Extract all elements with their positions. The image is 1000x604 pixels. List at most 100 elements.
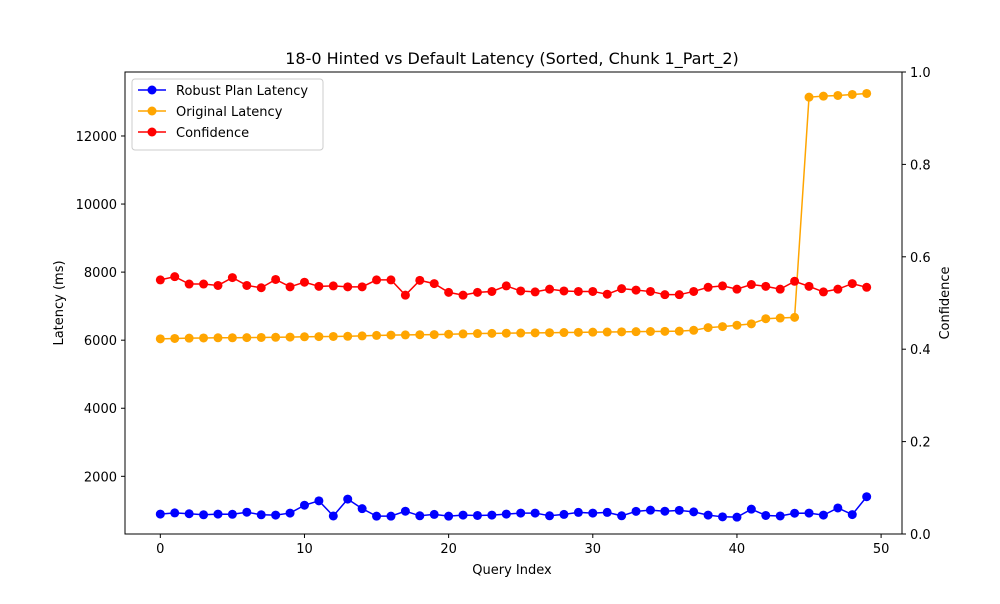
data-point-original-latency (674, 326, 684, 336)
data-point-robust-plan-latency (271, 510, 281, 520)
data-point-robust-plan-latency (545, 511, 555, 521)
data-point-confidence (429, 279, 439, 289)
data-point-original-latency (833, 90, 843, 100)
data-point-confidence (746, 280, 756, 290)
x-tick-label: 10 (296, 542, 313, 557)
data-point-confidence (559, 286, 569, 296)
data-point-robust-plan-latency (400, 506, 410, 516)
data-point-original-latency (804, 92, 814, 102)
data-point-confidence (372, 275, 382, 285)
data-point-confidence (213, 280, 223, 290)
data-point-confidence (458, 290, 468, 300)
y-tick-label: 6000 (84, 334, 117, 349)
data-point-robust-plan-latency (386, 511, 396, 521)
data-point-confidence (602, 289, 612, 299)
y2-tick-label: 0.6 (910, 251, 931, 266)
data-point-confidence (660, 290, 670, 300)
legend-swatch-marker (147, 106, 157, 116)
data-point-confidence (530, 287, 540, 297)
data-point-original-latency (444, 329, 454, 339)
data-point-original-latency (761, 314, 771, 324)
data-point-original-latency (660, 326, 670, 336)
data-point-robust-plan-latency (199, 510, 209, 520)
data-point-robust-plan-latency (328, 511, 338, 521)
data-point-original-latency (775, 313, 785, 323)
data-point-robust-plan-latency (718, 512, 728, 522)
data-point-confidence (804, 281, 814, 291)
data-point-original-latency (617, 327, 627, 337)
data-point-confidence (545, 284, 555, 294)
data-point-confidence (285, 282, 295, 292)
data-point-original-latency (602, 327, 612, 337)
data-point-robust-plan-latency (242, 507, 252, 517)
data-point-confidence (645, 286, 655, 296)
data-point-robust-plan-latency (645, 505, 655, 515)
data-point-robust-plan-latency (617, 511, 627, 521)
data-point-original-latency (429, 330, 439, 340)
data-point-original-latency (545, 328, 555, 338)
data-point-original-latency (732, 320, 742, 330)
data-point-robust-plan-latency (155, 509, 165, 519)
data-point-robust-plan-latency (602, 507, 612, 517)
data-point-original-latency (357, 331, 367, 341)
y2-tick-label: 0.2 (910, 436, 931, 451)
data-point-robust-plan-latency (833, 503, 843, 513)
data-point-robust-plan-latency (487, 510, 497, 520)
data-point-robust-plan-latency (689, 507, 699, 517)
data-point-robust-plan-latency (285, 508, 295, 518)
data-point-robust-plan-latency (458, 510, 468, 520)
data-point-confidence (357, 282, 367, 292)
y-axis-label: Latency (ms) (52, 260, 67, 345)
data-point-robust-plan-latency (357, 504, 367, 514)
data-point-original-latency (256, 332, 266, 342)
data-point-original-latency (400, 330, 410, 340)
data-point-robust-plan-latency (213, 509, 223, 519)
legend-swatch-marker (147, 127, 157, 137)
data-point-confidence (847, 279, 857, 289)
data-point-robust-plan-latency (530, 508, 540, 518)
y2-tick-label: 0.0 (910, 528, 931, 543)
y-tick-label: 2000 (84, 470, 117, 485)
data-point-confidence (674, 290, 684, 300)
data-point-confidence (155, 275, 165, 285)
data-point-original-latency (472, 329, 482, 339)
y2-tick-label: 0.8 (910, 158, 931, 173)
plot-frame (124, 71, 903, 535)
data-point-confidence (271, 274, 281, 284)
data-point-original-latency (645, 327, 655, 337)
data-point-robust-plan-latency (573, 507, 583, 517)
data-point-confidence (487, 286, 497, 296)
data-point-confidence (227, 273, 237, 283)
data-point-original-latency (718, 322, 728, 332)
data-point-confidence (199, 279, 209, 289)
data-point-robust-plan-latency (746, 504, 756, 514)
data-point-confidence (444, 287, 454, 297)
data-point-original-latency (746, 319, 756, 329)
data-point-confidence (703, 282, 713, 292)
data-point-confidence (343, 282, 353, 292)
data-point-confidence (386, 275, 396, 285)
data-point-original-latency (242, 333, 252, 343)
data-point-original-latency (199, 333, 209, 343)
data-point-confidence (400, 290, 410, 300)
data-point-robust-plan-latency (256, 510, 266, 520)
data-point-original-latency (372, 330, 382, 340)
x-tick-label: 50 (873, 542, 890, 557)
legend-box (131, 78, 324, 151)
data-point-original-latency (487, 328, 497, 338)
data-point-original-latency (631, 327, 641, 337)
data-point-robust-plan-latency (818, 510, 828, 520)
data-point-confidence (631, 285, 641, 295)
data-point-original-latency (818, 91, 828, 101)
data-point-original-latency (588, 327, 598, 337)
data-point-confidence (184, 279, 194, 289)
data-point-original-latency (573, 327, 583, 337)
data-point-confidence (573, 286, 583, 296)
data-point-original-latency (386, 330, 396, 340)
data-point-robust-plan-latency (775, 511, 785, 521)
data-point-robust-plan-latency (184, 509, 194, 519)
data-point-robust-plan-latency (415, 511, 425, 521)
data-point-robust-plan-latency (299, 500, 309, 510)
data-point-robust-plan-latency (588, 508, 598, 518)
